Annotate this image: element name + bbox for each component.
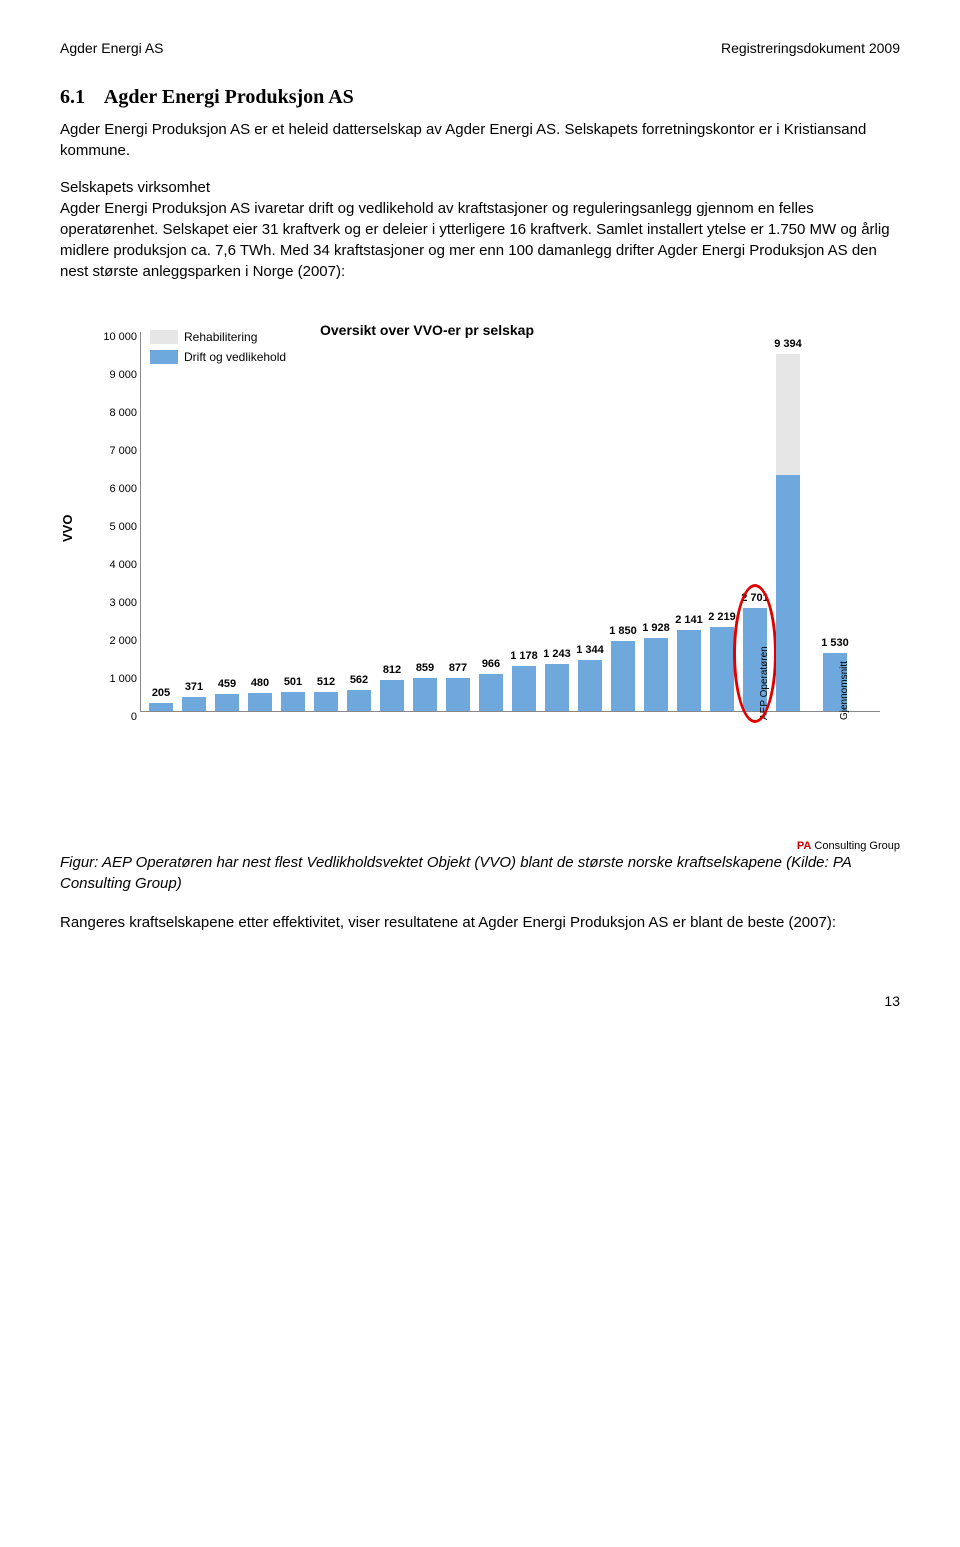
bar: 1 243 (545, 664, 569, 711)
bar: 501 (281, 692, 305, 711)
bar: 512 (314, 692, 338, 711)
y-tick: 5 000 (91, 521, 137, 533)
header-right: Registreringsdokument 2009 (721, 40, 900, 56)
bar-segment-drift (149, 703, 173, 711)
bar-segment-drift (710, 627, 734, 711)
bar: 9 394 (776, 354, 800, 711)
bar: 812 (380, 680, 404, 711)
bar-segment-drift (215, 694, 239, 711)
x-tick-label: Gjennomsnitt (839, 661, 850, 720)
bar-segment-rehab (776, 354, 800, 475)
bar: 562 (347, 690, 371, 711)
bar: 1 178 (512, 666, 536, 711)
paragraph-2: Agder Energi Produksjon AS ivaretar drif… (60, 198, 900, 282)
section-title: 6.1 Agder Energi Produksjon AS (60, 86, 900, 109)
y-tick: 8 000 (91, 407, 137, 419)
bar-segment-drift (644, 638, 668, 711)
chart-plot-area: 01 0002 0003 0004 0005 0006 0007 0008 00… (140, 332, 880, 712)
bar-segment-drift (578, 660, 602, 711)
paragraph-1: Agder Energi Produksjon AS er et heleid … (60, 119, 900, 161)
bar-segment-drift (347, 690, 371, 711)
bar-segment-drift (611, 641, 635, 711)
bar-segment-drift (446, 678, 470, 711)
bar: 1 850 (611, 641, 635, 711)
bar: 2 141 (677, 630, 701, 711)
bar-segment-drift (776, 475, 800, 711)
bar: 459 (215, 694, 239, 711)
bar: 1 344 (578, 660, 602, 711)
bar-segment-drift (512, 666, 536, 711)
y-tick: 6 000 (91, 483, 137, 495)
bar: 480 (248, 693, 272, 711)
bar: 205 (149, 703, 173, 711)
bar-segment-drift (479, 674, 503, 711)
y-tick: 10 000 (91, 331, 137, 343)
vvo-chart: Oversikt over VVO-er pr selskap Rehabili… (60, 312, 900, 832)
y-tick: 2 000 (91, 635, 137, 647)
y-tick: 9 000 (91, 369, 137, 381)
pa-consulting-logo: PA Consulting Group (797, 840, 900, 852)
y-axis-label: VVO (60, 515, 75, 542)
page-header: Agder Energi AS Registreringsdokument 20… (60, 40, 900, 56)
bar: 371 (182, 697, 206, 711)
figure-caption: Figur: AEP Operatøren har nest flest Ved… (60, 852, 900, 894)
bar-value-label: 1 530 (805, 637, 865, 649)
x-tick-label: AEP Operatøren (759, 646, 770, 720)
bar-segment-drift (677, 630, 701, 711)
y-tick: 3 000 (91, 597, 137, 609)
bar-segment-drift (545, 664, 569, 711)
page-number: 13 (60, 993, 900, 1009)
bar: 966 (479, 674, 503, 711)
header-left: Agder Energi AS (60, 40, 164, 56)
bar-segment-drift (248, 693, 272, 711)
y-tick: 7 000 (91, 445, 137, 457)
bar: 877 (446, 678, 470, 711)
y-tick: 0 (91, 711, 137, 723)
bar-value-label: 9 394 (758, 338, 818, 350)
pa-logo-brand: PA (797, 840, 811, 852)
bar-segment-drift (281, 692, 305, 711)
bar-segment-drift (413, 678, 437, 711)
section-number: 6.1 (60, 86, 85, 108)
bar: 1 928 (644, 638, 668, 711)
pa-logo-rest: Consulting Group (814, 840, 900, 852)
subheading: Selskapets virksomhet (60, 179, 900, 196)
y-tick: 1 000 (91, 673, 137, 685)
section-heading: Agder Energi Produksjon AS (104, 86, 354, 108)
bar: 2 219 (710, 627, 734, 711)
y-tick: 4 000 (91, 559, 137, 571)
bar: 859 (413, 678, 437, 711)
bar-segment-drift (182, 697, 206, 711)
closing-paragraph: Rangeres kraftselskapene etter effektivi… (60, 912, 900, 933)
bar-segment-drift (314, 692, 338, 711)
bar-segment-drift (380, 680, 404, 711)
